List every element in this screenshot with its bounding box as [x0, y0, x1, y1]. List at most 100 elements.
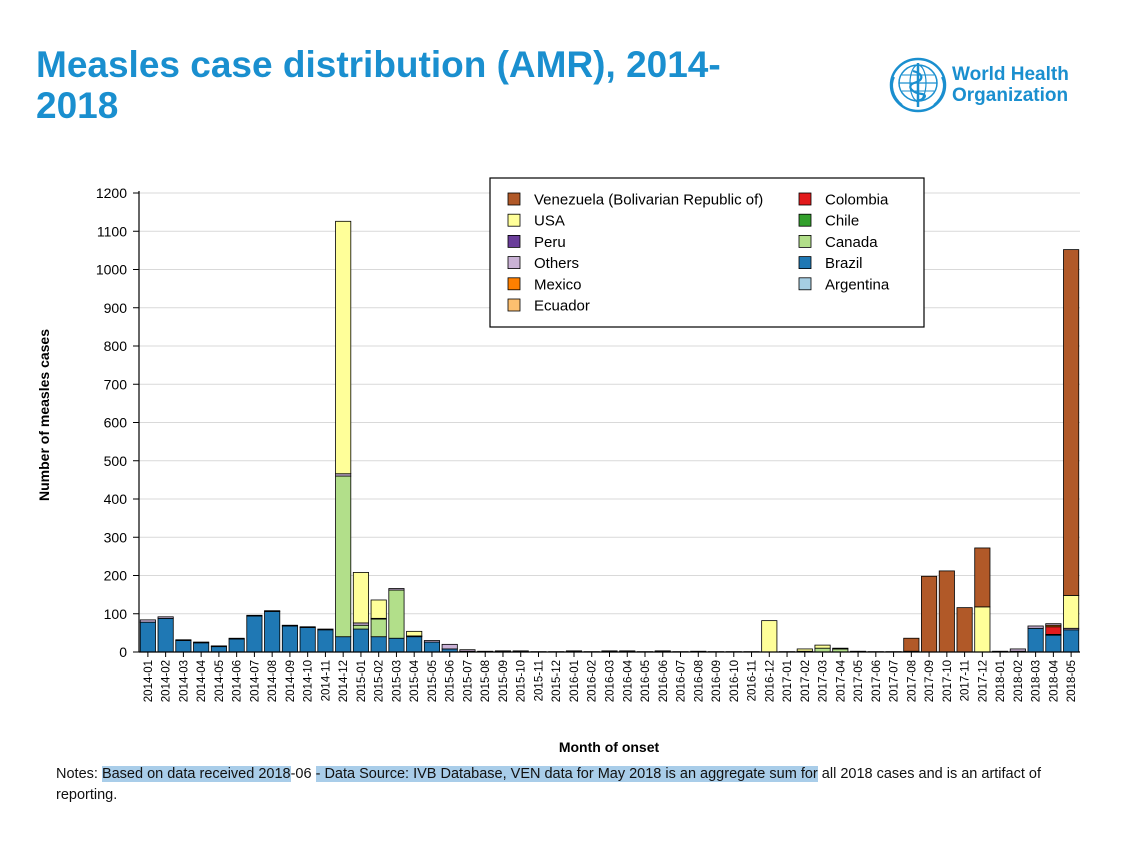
- x-tick-label: 2014-01: [143, 660, 155, 702]
- legend-label: Peru: [534, 234, 566, 251]
- bar-segment: [956, 607, 973, 653]
- notes-data-date-suffix: -06: [290, 766, 316, 782]
- bar-segment: [423, 640, 440, 643]
- bar-segment: [139, 621, 156, 653]
- x-tick-label: 2016-09: [711, 660, 723, 702]
- bar-segment: [264, 611, 281, 653]
- y-tick-label: 300: [104, 529, 128, 545]
- legend-label: Argentina: [825, 276, 890, 293]
- legend-swatch: [507, 298, 521, 312]
- notes-data-source: Data Source: IVB Database: [324, 766, 503, 782]
- bar-segment: [423, 641, 440, 653]
- page-title: Measles case distribution (AMR), 2014-20…: [36, 44, 721, 126]
- bar-segment: [370, 618, 387, 638]
- notes-data-date: Based on data received 2018: [101, 766, 291, 782]
- x-tick-label: 2017-12: [977, 660, 989, 702]
- x-tick-label: 2018-02: [1013, 660, 1025, 702]
- bar-segment: [903, 637, 920, 652]
- legend-label: Chile: [825, 213, 859, 230]
- y-tick-label: 200: [104, 568, 128, 584]
- legend-swatch: [507, 234, 521, 248]
- legend-label: Mexico: [534, 276, 582, 293]
- bar-segment: [832, 647, 849, 650]
- bar-segment: [281, 624, 298, 627]
- notes: Notes: Based on data received 2018-06 - …: [56, 764, 1096, 806]
- x-tick-label: 2017-08: [906, 660, 918, 702]
- x-tick-label: 2017-04: [835, 659, 847, 702]
- x-tick-label: 2016-02: [587, 660, 599, 702]
- x-tick-label: 2016-07: [676, 660, 688, 702]
- y-tick-label: 500: [104, 453, 128, 469]
- bar-segment: [352, 572, 369, 624]
- notes-ven-remark: , VEN data for May 2018 is an aggregate …: [502, 766, 818, 782]
- bar-segment: [335, 220, 352, 475]
- bar-segment: [335, 636, 352, 653]
- y-tick-label: 800: [104, 338, 128, 354]
- legend-swatch: [507, 277, 521, 291]
- bar-segment: [565, 650, 583, 652]
- legend-label: Others: [534, 255, 579, 272]
- x-tick-label: 2014-04: [196, 659, 208, 702]
- legend-swatch: [507, 256, 521, 270]
- x-tick-label: 2014-08: [267, 660, 279, 702]
- bar-segment: [281, 625, 298, 653]
- bar-segment: [1063, 249, 1080, 596]
- bar-segment: [388, 588, 405, 591]
- bar-segment: [157, 617, 174, 653]
- x-tick-label: 2015-11: [533, 660, 545, 701]
- bar-segment: [974, 547, 991, 608]
- logo-text-line2: Organization: [952, 85, 1068, 106]
- x-tick-label: 2017-07: [889, 660, 901, 702]
- measles-bar-chart: 0 100 200 300 400 500 600 700 800 900 1000 1100 1200…: [36, 177, 1080, 755]
- bar-segment: [228, 638, 245, 653]
- bar-segment: [406, 630, 423, 637]
- x-tick-label: 2016-11: [747, 660, 759, 701]
- legend-swatch: [798, 213, 812, 227]
- bar-segment: [193, 642, 210, 653]
- bar-segment: [1045, 634, 1062, 653]
- x-tick-label: 2015-09: [498, 660, 510, 702]
- bar-segment: [370, 636, 387, 653]
- notes-label: Notes:: [56, 766, 102, 782]
- y-tick-label: 1000: [96, 262, 127, 278]
- x-tick-label: 2016-01: [569, 660, 581, 702]
- bar-segment: [299, 626, 316, 628]
- legend-label: Colombia: [825, 192, 889, 209]
- legend-swatch: [798, 234, 812, 248]
- legend-swatch: [798, 277, 812, 291]
- x-tick-label: 2014-11: [320, 660, 332, 701]
- x-tick-label: 2014-02: [161, 660, 173, 702]
- notes-separator: -: [315, 766, 325, 782]
- bar-segment: [406, 636, 423, 653]
- x-tick-label: 2014-05: [214, 660, 226, 702]
- who-emblem-icon: [889, 57, 947, 113]
- x-tick-label: 2018-05: [1066, 660, 1078, 702]
- x-tick-label: 2017-05: [853, 660, 865, 702]
- x-tick-label: 2016-04: [622, 659, 634, 702]
- bar-segment: [139, 619, 156, 623]
- x-tick-label: 2014-03: [178, 660, 190, 702]
- x-tick-label: 2015-10: [516, 660, 528, 702]
- x-tick-label: 2018-01: [995, 660, 1007, 702]
- x-tick-label: 2014-07: [249, 660, 261, 702]
- bar-segment: [157, 616, 174, 619]
- bar-segment: [317, 629, 334, 653]
- bar-segment: [938, 570, 955, 653]
- bar-segment: [352, 628, 369, 653]
- x-tick-label: 2016-08: [693, 660, 705, 702]
- bar-segment: [175, 639, 192, 641]
- x-tick-label: 2018-03: [1031, 660, 1043, 702]
- x-tick-label: 2016-10: [729, 660, 741, 702]
- bar-segment: [193, 641, 210, 644]
- legend-label: Ecuador: [534, 298, 590, 315]
- bar-segment: [1045, 626, 1062, 635]
- x-tick-label: 2014-10: [303, 660, 315, 702]
- bar-segment: [1009, 648, 1026, 652]
- x-tick-label: 2016-06: [658, 660, 670, 702]
- y-tick-label: 900: [104, 300, 128, 316]
- bar-segment: [1027, 627, 1044, 653]
- bar-segment: [388, 637, 405, 653]
- x-tick-label: 2015-02: [374, 660, 386, 702]
- x-axis-ticks: 2014-01 2014-02 2014-03 2014-04 2014-05 2014-…: [143, 652, 1078, 702]
- x-tick-label: 2017-02: [800, 660, 812, 702]
